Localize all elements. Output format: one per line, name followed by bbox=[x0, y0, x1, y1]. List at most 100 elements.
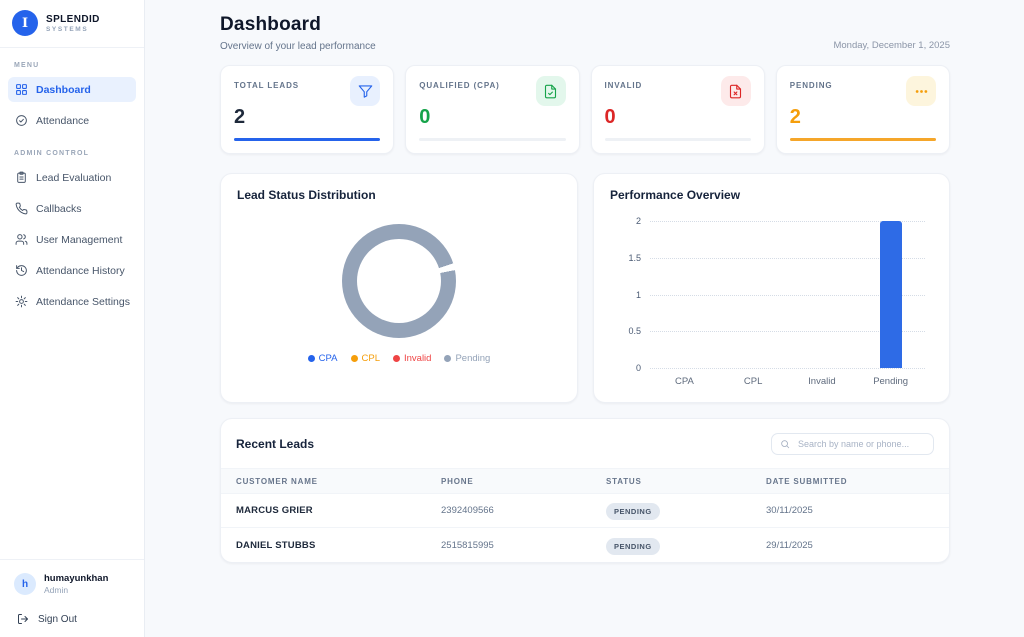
gridline bbox=[650, 331, 925, 333]
cell-customer-name: MARCUS GRIER bbox=[236, 505, 313, 516]
table-header-row: CUSTOMER NAME PHONE STATUS DATE SUBMITTE… bbox=[221, 468, 949, 494]
sidebar-item-attendance-history[interactable]: Attendance History bbox=[8, 258, 136, 283]
current-date: Monday, December 1, 2025 bbox=[833, 40, 950, 51]
stat-card-qualified-cpa: QUALIFIED (CPA) 0 bbox=[405, 65, 580, 154]
bar-pending bbox=[879, 221, 902, 368]
dashboard-grid-icon bbox=[16, 84, 27, 95]
page-subtitle: Overview of your lead performance bbox=[220, 41, 376, 52]
chart-title: Lead Status Distribution bbox=[237, 188, 376, 202]
sidebar-item-user-management[interactable]: User Management bbox=[8, 227, 136, 252]
users-icon bbox=[15, 234, 28, 245]
sidebar-item-label: Callbacks bbox=[36, 202, 82, 215]
ellipsis-icon[interactable] bbox=[906, 76, 936, 106]
cell-phone: 2392409566 bbox=[441, 505, 494, 516]
clipboard-icon bbox=[17, 171, 26, 183]
x-axis-label: CPA bbox=[674, 376, 694, 387]
gridline bbox=[650, 257, 925, 259]
column-header-status: STATUS bbox=[606, 476, 642, 486]
user-role: Admin bbox=[44, 585, 69, 595]
document-x-icon bbox=[720, 76, 751, 106]
stat-card-total-leads: TOTAL LEADS 2 bbox=[220, 65, 395, 154]
sidebar-item-attendance-settings[interactable]: Attendance Settings bbox=[8, 289, 136, 314]
bar-chart: 2 1.5 1 0.5 0 CPA CP bbox=[610, 216, 933, 387]
history-clock-icon bbox=[16, 265, 27, 276]
stat-accent-bar bbox=[419, 138, 566, 141]
gridline bbox=[650, 294, 925, 296]
table-row[interactable]: MARCUS GRIER 2392409566 PENDING 30/11/20… bbox=[221, 494, 949, 528]
lead-status-distribution-card: Lead Status Distribution CPA CPL Invalid… bbox=[220, 173, 578, 403]
sidebar-item-callbacks[interactable]: Callbacks bbox=[8, 196, 136, 221]
sidebar-item-label: Lead Evaluation bbox=[36, 171, 112, 184]
sign-out-icon bbox=[18, 614, 28, 624]
status-badge: PENDING bbox=[606, 503, 660, 520]
sidebar-item-label: Attendance Settings bbox=[36, 295, 130, 308]
legend-item-pending: Pending bbox=[444, 353, 490, 364]
column-header-phone: PHONE bbox=[441, 476, 474, 486]
y-axis-tick: 1 bbox=[635, 289, 641, 300]
main-content: Dashboard Overview of your lead performa… bbox=[145, 0, 1024, 637]
sidebar-item-attendance[interactable]: Attendance bbox=[8, 108, 136, 133]
legend-dot bbox=[392, 355, 400, 362]
legend-item-cpa: CPA bbox=[307, 353, 338, 364]
sidebar-item-dashboard[interactable]: Dashboard bbox=[8, 77, 136, 102]
cell-date-submitted: 29/11/2025 bbox=[766, 539, 813, 551]
sidebar-item-lead-evaluation[interactable]: Lead Evaluation bbox=[8, 165, 136, 190]
filter-icon[interactable] bbox=[350, 76, 381, 106]
stat-value: 0 bbox=[604, 106, 616, 128]
stat-accent-bar bbox=[789, 138, 936, 141]
stat-accent-bar bbox=[604, 138, 751, 141]
sidebar: I SPLENDID SYSTEMS MENU Dashboard Attend… bbox=[0, 0, 145, 637]
table-row[interactable]: DANIEL STUBBS 2515815995 PENDING 29/11/2… bbox=[221, 528, 949, 562]
brand-name: SPLENDID bbox=[46, 13, 100, 25]
sidebar-item-label: Attendance History bbox=[36, 264, 125, 277]
user-name: humayunkhan bbox=[44, 573, 109, 584]
x-axis-label: Pending bbox=[873, 376, 909, 387]
legend-dot bbox=[350, 355, 358, 362]
y-axis-tick: 0.5 bbox=[628, 326, 641, 337]
sidebar-footer: h humayunkhan Admin Sign Out bbox=[0, 559, 144, 637]
x-axis-label: Invalid bbox=[808, 376, 836, 387]
legend-dot bbox=[307, 355, 315, 362]
menu-section-label: MENU bbox=[14, 62, 40, 69]
y-axis-tick: 1.5 bbox=[628, 252, 641, 263]
column-header-date-submitted: DATE SUBMITTED bbox=[766, 476, 848, 486]
gridline bbox=[650, 368, 925, 369]
recent-leads-card: Recent Leads CUSTOMER NAME PHONE STATUS … bbox=[220, 418, 950, 563]
gridline bbox=[650, 221, 925, 222]
brand-subtitle: SYSTEMS bbox=[46, 25, 89, 33]
performance-overview-card: Performance Overview 2 1.5 1 0.5 0 bbox=[593, 173, 950, 403]
cell-phone: 2515815995 bbox=[441, 539, 494, 551]
legend-item-cpl: CPL bbox=[350, 353, 380, 364]
stat-card-invalid: INVALID 0 bbox=[590, 65, 765, 154]
cell-date-submitted: 30/11/2025 bbox=[766, 505, 813, 516]
sidebar-item-label: Dashboard bbox=[36, 83, 91, 96]
stat-accent-bar bbox=[234, 138, 381, 141]
avatar: h bbox=[14, 573, 36, 595]
x-axis-label: CPL bbox=[743, 376, 763, 387]
stat-value: 2 bbox=[234, 106, 246, 128]
stat-value: 2 bbox=[789, 106, 801, 128]
donut-legend: CPA CPL Invalid Pending bbox=[307, 353, 490, 364]
column-header-customer-name: CUSTOMER NAME bbox=[236, 476, 318, 486]
stat-label: PENDING bbox=[789, 81, 833, 90]
stat-value: 0 bbox=[419, 106, 431, 128]
table-title: Recent Leads bbox=[236, 437, 315, 451]
stat-label: QUALIFIED (CPA) bbox=[419, 81, 500, 90]
chart-title: Performance Overview bbox=[610, 188, 741, 202]
sign-out-button[interactable]: Sign Out bbox=[14, 613, 130, 625]
check-circle-icon bbox=[16, 115, 27, 126]
brand-logo: I SPLENDID SYSTEMS bbox=[0, 0, 144, 48]
sidebar-item-label: User Management bbox=[36, 233, 123, 246]
search-input[interactable] bbox=[796, 438, 925, 450]
search-box[interactable] bbox=[771, 433, 934, 455]
gear-icon bbox=[15, 295, 28, 308]
legend-dot bbox=[444, 355, 452, 362]
charts-row: Lead Status Distribution CPA CPL Invalid… bbox=[220, 173, 950, 403]
stat-cards-row: TOTAL LEADS 2 QUALIFIED (CPA) 0 bbox=[220, 65, 950, 154]
user-profile: h humayunkhan Admin bbox=[14, 573, 130, 595]
document-check-icon bbox=[535, 76, 566, 106]
search-icon bbox=[781, 440, 790, 449]
sign-out-label: Sign Out bbox=[38, 613, 77, 625]
y-axis-tick: 0 bbox=[635, 363, 641, 373]
